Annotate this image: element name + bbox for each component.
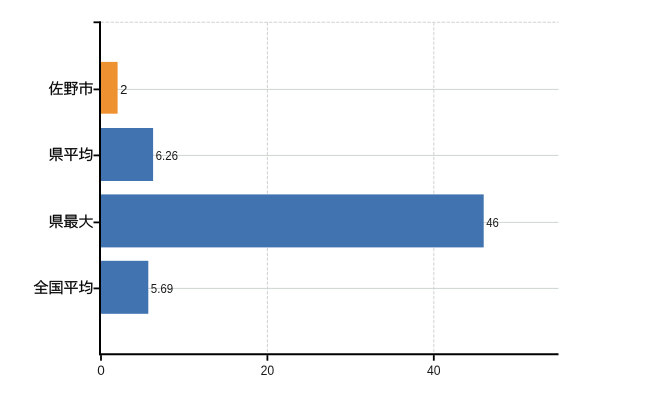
svg-text:5.69: 5.69 <box>151 281 173 296</box>
svg-text:20: 20 <box>261 363 275 378</box>
svg-text:46: 46 <box>486 215 499 230</box>
svg-text:40: 40 <box>427 363 441 378</box>
svg-text:6.26: 6.26 <box>156 148 178 163</box>
svg-text:2: 2 <box>120 82 127 97</box>
svg-text:0: 0 <box>97 363 105 378</box>
